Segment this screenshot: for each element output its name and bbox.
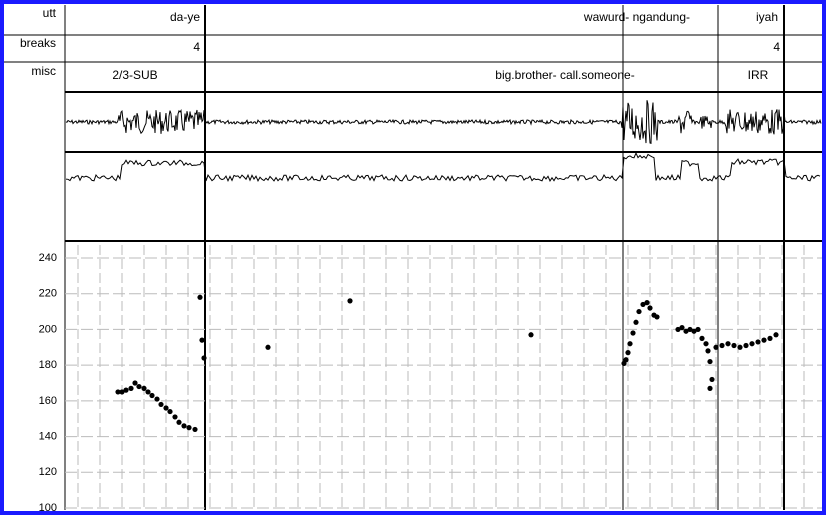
f0-point (623, 357, 629, 363)
y-tick-label: 240 (39, 252, 57, 264)
f0-point (755, 339, 761, 345)
f0-point (176, 419, 182, 425)
f0-point (201, 355, 207, 361)
f0-point (640, 301, 646, 308)
f0-point (141, 385, 147, 391)
f0-point (707, 385, 713, 391)
f0-point (181, 423, 187, 429)
f0-point (197, 294, 203, 300)
intensity-track (65, 151, 821, 183)
y-tick-label: 180 (39, 359, 57, 371)
f0-point (709, 376, 715, 383)
tier-name: utt (43, 6, 57, 20)
tier-label: 4 (773, 40, 780, 54)
f0-point (625, 350, 631, 356)
f0-point (636, 308, 642, 315)
y-tick-label: 140 (39, 430, 57, 442)
f0-point (630, 330, 636, 336)
f0-point (699, 335, 705, 341)
f0-point (654, 314, 660, 320)
f0-point (687, 326, 693, 333)
f0-point (691, 328, 697, 334)
waveform (65, 100, 822, 144)
f0-point (167, 408, 173, 415)
f0-point (128, 385, 134, 391)
f0-point (115, 389, 121, 395)
f0-point (725, 341, 731, 347)
f0-point (749, 341, 755, 347)
f0-point (145, 389, 151, 395)
f0-point (172, 414, 178, 420)
f0-point (703, 341, 709, 347)
f0-point (647, 305, 653, 311)
f0-point (192, 426, 198, 433)
tier-name: breaks (20, 36, 56, 50)
f0-point (707, 358, 713, 365)
f0-point (767, 335, 773, 341)
f0-point (705, 348, 711, 354)
f0-point (743, 342, 749, 349)
f0-point (719, 342, 725, 349)
f0-point (199, 337, 205, 343)
tier-label: IRR (748, 68, 769, 82)
f0-point (731, 342, 737, 349)
f0-point (136, 383, 142, 390)
f0-point (163, 405, 169, 411)
y-tick-label: 220 (39, 288, 57, 300)
f0-point (695, 326, 701, 333)
f0-point (123, 387, 129, 393)
tier-label: 4 (193, 40, 200, 54)
tier-label: iyah (756, 10, 778, 24)
f0-point (347, 298, 353, 304)
f0-point (119, 389, 125, 395)
f0-point (186, 425, 192, 431)
f0-point (683, 328, 689, 334)
f0-point (158, 401, 164, 408)
f0-point (761, 337, 767, 343)
y-tick-label: 160 (39, 395, 57, 407)
f0-point (154, 396, 160, 402)
f0-point (149, 392, 155, 399)
f0-point (633, 319, 639, 325)
f0-point (132, 380, 138, 386)
tier-label: da-ye (170, 10, 200, 24)
f0-point (265, 344, 271, 350)
y-tick-label: 100 (39, 502, 57, 514)
f0-point (679, 325, 685, 331)
f0-point (675, 326, 681, 333)
tier-label: 2/3-SUB (112, 68, 157, 82)
tier-label: wawurd- ngandung- (583, 10, 690, 24)
f0-point (737, 344, 743, 350)
tier-label: big.brother- call.someone- (495, 68, 634, 82)
f0-point (627, 341, 633, 347)
layout (4, 5, 822, 510)
f0-point (644, 300, 650, 306)
tier-name: misc (31, 64, 56, 78)
f0-point (528, 332, 534, 338)
f0-point (773, 332, 779, 338)
f0-point (713, 344, 719, 350)
y-tick-label: 120 (39, 466, 57, 478)
y-tick-label: 200 (39, 323, 57, 335)
